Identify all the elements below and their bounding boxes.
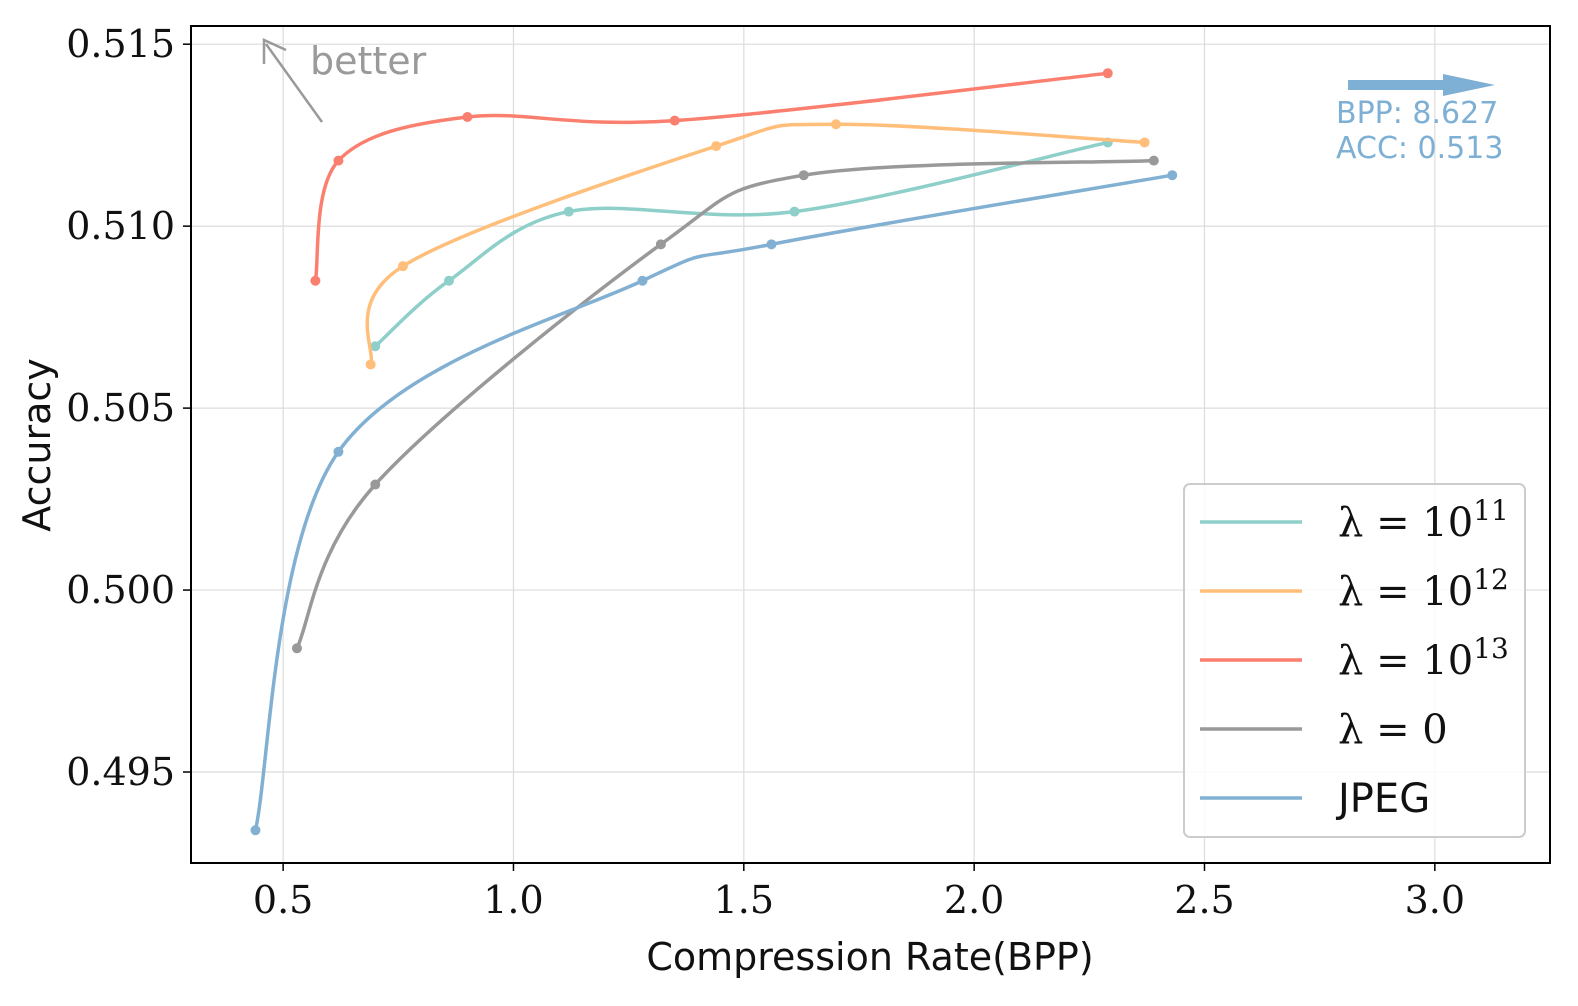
data-point [462, 111, 473, 122]
series-layer [250, 68, 1178, 836]
legend-entry: λ = 1013 [1200, 632, 1509, 684]
data-point [1148, 155, 1159, 166]
data-point [333, 155, 344, 166]
y-tick-label: 0.515 [66, 22, 175, 66]
series-4 [291, 155, 1159, 654]
data-point [333, 446, 344, 457]
offchart-arrow-head [1443, 74, 1495, 96]
data-point [1102, 68, 1113, 79]
offchart-arrow-shaft [1348, 80, 1448, 90]
data-point [397, 261, 408, 272]
offchart-annotation: BPP: 8.627 ACC: 0.513 [1336, 74, 1503, 166]
offchart-acc-label: ACC: 0.513 [1336, 131, 1503, 166]
data-point [655, 239, 666, 250]
data-point [766, 239, 777, 250]
data-point [370, 479, 381, 490]
axis-ticks: 0.5 1.0 1.5 2.0 2.5 3.0 0.495 0.500 0.505 0.510 0.… [66, 22, 1465, 922]
data-point [1167, 170, 1178, 181]
data-point [250, 825, 261, 836]
legend-entry: JPEG [1200, 776, 1430, 822]
data-point [291, 643, 302, 654]
data-point [365, 359, 376, 370]
data-point [637, 275, 648, 286]
data-point [370, 341, 381, 352]
series-5 [250, 170, 1178, 836]
better-arrow-shaft [264, 43, 324, 123]
y-tick-label: 0.510 [66, 204, 175, 248]
legend-label: λ = 1013 [1338, 632, 1509, 684]
y-tick-label: 0.500 [66, 568, 175, 612]
data-point [443, 275, 454, 286]
series-3 [310, 68, 1113, 286]
x-tick-label: 1.0 [483, 878, 543, 922]
x-tick-label: 1.5 [714, 878, 774, 922]
series-2 [365, 119, 1150, 370]
series-line [253, 173, 1173, 831]
series-line [374, 140, 1109, 348]
better-arrow-head [262, 38, 287, 64]
series-1 [370, 137, 1113, 352]
data-point [669, 115, 680, 126]
series-line [313, 71, 1108, 282]
better-label: better [310, 39, 427, 83]
legend-entry: λ = 0 [1200, 707, 1448, 753]
y-tick-label: 0.495 [66, 750, 175, 794]
data-point [310, 275, 321, 286]
data-point [789, 206, 800, 217]
x-tick-label: 2.0 [944, 878, 1004, 922]
y-tick-label: 0.505 [66, 386, 175, 430]
legend-label: JPEG [1335, 776, 1430, 822]
data-point [1139, 137, 1150, 148]
legend-box [1183, 483, 1526, 838]
plot-frame [190, 25, 1551, 864]
y-axis-title: Accuracy [15, 358, 59, 532]
data-point [563, 206, 574, 217]
x-tick-label: 0.5 [253, 878, 313, 922]
data-point [798, 170, 809, 181]
x-tick-label: 2.5 [1174, 878, 1234, 922]
better-annotation: better [262, 38, 427, 123]
legend-label: λ = 0 [1338, 707, 1448, 753]
x-axis-title: Compression Rate(BPP) [646, 935, 1093, 979]
offchart-bpp-label: BPP: 8.627 [1336, 96, 1498, 131]
series-line [295, 158, 1154, 650]
grid-lines [191, 26, 1550, 863]
data-point [711, 141, 722, 152]
data-point [830, 119, 841, 130]
x-tick-label: 3.0 [1405, 878, 1465, 922]
